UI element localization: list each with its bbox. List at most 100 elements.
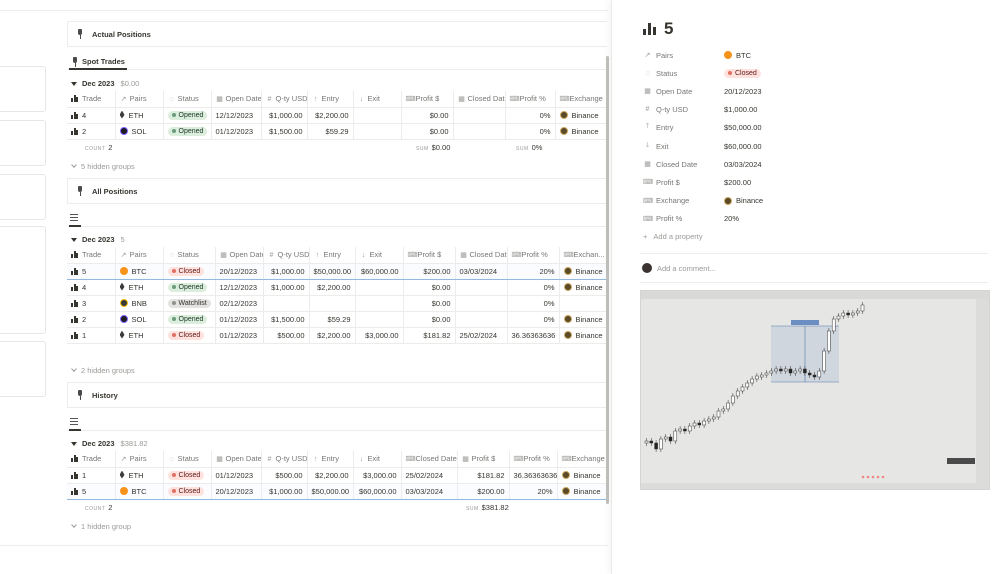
sum-profit-calc[interactable]: SUM $0.00 (416, 143, 451, 152)
cell-entry[interactable]: $50,000.00 (309, 262, 356, 280)
cell-exit[interactable]: $60,000.00 (355, 262, 404, 280)
column-header[interactable]: Trade (67, 247, 116, 264)
property-exit[interactable]: 🡓 Exit $60,000.00 (643, 137, 993, 155)
cell-status[interactable]: Opened (163, 279, 216, 296)
property-value[interactable]: $200.00 (724, 177, 752, 187)
count-calc[interactable]: COUNT 2 (85, 503, 113, 512)
column-header[interactable]: ▦ Closed Date (453, 91, 506, 108)
column-header[interactable]: ◌ Status (163, 91, 212, 108)
cell-pct[interactable]: 0% (507, 295, 560, 312)
cell-exit[interactable] (355, 295, 404, 312)
column-header[interactable]: ▦ Open Date (211, 91, 262, 108)
add-property-button[interactable]: + Add a property (643, 232, 703, 241)
cell-trade[interactable]: 5 (67, 262, 116, 280)
vertical-scrollbar[interactable] (606, 56, 609, 504)
cell-exit[interactable] (355, 279, 404, 296)
cell-profit[interactable]: $200.00 (457, 482, 510, 500)
table-row[interactable]: 2 SOL Opened 01/12/2023 $1,500.00 $59.29 $0.00… (67, 311, 607, 328)
count-calc[interactable]: COUNT 2 (85, 143, 113, 152)
table-row[interactable]: 5 BTC Closed 20/12/2023 $1,000.00 $50,000.00 $… (67, 482, 607, 500)
toggle-triangle-icon[interactable] (71, 81, 77, 86)
property-entry[interactable]: 🡑 Entry $50,000.00 (643, 119, 993, 137)
cell-trade[interactable]: 2 (67, 123, 116, 140)
cell-trade[interactable]: 2 (67, 311, 116, 328)
cell-pair[interactable]: SOL (115, 123, 164, 140)
cell-exit[interactable]: $60,000.00 (353, 482, 402, 500)
cell-status[interactable]: Closed (163, 262, 216, 280)
cell-pair[interactable]: BTC (115, 482, 164, 500)
cell-closed[interactable] (453, 123, 506, 140)
cell-entry[interactable]: $50,000.00 (307, 482, 354, 500)
cell-qty[interactable]: $500.00 (261, 467, 308, 484)
property-value[interactable]: $1,000.00 (724, 105, 758, 115)
tab-spot-trades[interactable]: Spot Trades (69, 54, 127, 70)
cell-exit[interactable] (353, 123, 402, 140)
cell-pct[interactable]: 20% (509, 482, 558, 500)
section-header-actual-positions[interactable]: Actual Positions (67, 21, 607, 47)
property-value[interactable]: Closed (724, 68, 761, 78)
cell-open[interactable]: 12/12/2023 (211, 107, 262, 124)
cell-pair[interactable]: ETH (115, 467, 164, 484)
column-header[interactable]: ▦ Closed Date (455, 247, 508, 264)
cell-closed[interactable] (455, 295, 508, 312)
table-row[interactable]: 5 BTC Closed 20/12/2023 $1,000.00 $50,000.00 $… (67, 262, 607, 280)
cell-exchange[interactable]: Binance (559, 327, 607, 344)
column-header[interactable]: ↗ Pairs (115, 451, 164, 468)
cell-pct[interactable]: 0% (507, 311, 560, 328)
cell-profit[interactable]: $0.00 (401, 123, 454, 140)
cell-profit[interactable]: $200.00 (403, 262, 456, 280)
cell-status[interactable]: Opened (163, 123, 212, 140)
property-value[interactable]: BTC (724, 51, 751, 60)
column-header[interactable]: # Q-ty USD (263, 247, 310, 264)
cell-trade[interactable]: 5 (67, 482, 116, 500)
column-header[interactable]: ⌨Exchan... (559, 247, 607, 264)
cell-exit[interactable]: $3,000.00 (355, 327, 404, 344)
trading-chart-image[interactable] (640, 290, 990, 490)
cell-trade[interactable]: 1 (67, 467, 116, 484)
cell-trade[interactable]: 4 (67, 107, 116, 124)
cell-exchange[interactable]: Binance (559, 262, 607, 280)
column-header[interactable]: ⌨Profit % (509, 451, 558, 468)
property-pairs[interactable]: ↗ Pairs BTC (643, 46, 993, 64)
column-header[interactable]: ↑ Entry (309, 247, 356, 264)
cell-pct[interactable]: 20% (507, 262, 560, 280)
property-open-date[interactable]: ▦ Open Date 20/12/2023 (643, 82, 993, 100)
comment-input[interactable]: Add a comment... (642, 263, 716, 273)
column-header[interactable]: ↓ Exit (353, 451, 402, 468)
sidebar-card[interactable] (0, 66, 46, 112)
cell-qty[interactable]: $1,000.00 (261, 107, 308, 124)
property-value[interactable]: $50,000.00 (724, 123, 762, 133)
cell-profit[interactable]: $0.00 (401, 107, 454, 124)
cell-exchange[interactable]: Binance (555, 123, 607, 140)
group-header[interactable]: Dec 2023 5 (71, 235, 125, 244)
cell-status[interactable]: Watchlist (163, 295, 216, 312)
cell-pct[interactable]: 0% (507, 279, 560, 296)
cell-exit[interactable] (353, 107, 402, 124)
cell-pair[interactable]: ETH (115, 327, 164, 344)
column-header[interactable]: ▦ Profit $ (457, 451, 510, 468)
list-icon[interactable] (70, 214, 78, 221)
column-header[interactable]: ▦ Open Date (215, 247, 264, 264)
column-header[interactable]: ↑ Entry (307, 91, 354, 108)
property-q-ty-usd[interactable]: # Q-ty USD $1,000.00 (643, 101, 993, 119)
cell-qty[interactable]: $1,000.00 (263, 279, 310, 296)
property-profit-[interactable]: ⌨ Profit $ $200.00 (643, 173, 993, 191)
cell-entry[interactable]: $59.29 (307, 123, 354, 140)
cell-closed[interactable]: 25/02/2024 (401, 467, 458, 484)
cell-profit[interactable]: $181.82 (403, 327, 456, 344)
column-header[interactable]: ⌨Profit % (507, 247, 560, 264)
cell-status[interactable]: Closed (163, 482, 212, 500)
cell-status[interactable]: Closed (163, 327, 216, 344)
property-profit-[interactable]: ⌨ Profit % 20% (643, 210, 993, 228)
cell-closed[interactable] (453, 107, 506, 124)
column-header[interactable]: ⌨Closed Date (401, 451, 458, 468)
column-header[interactable]: ⌨Profit % (505, 91, 556, 108)
column-header[interactable]: Trade (67, 91, 116, 108)
cell-open[interactable]: 01/12/2023 (215, 327, 264, 344)
cell-entry[interactable]: $59.29 (309, 311, 356, 328)
group-header[interactable]: Dec 2023 $381.82 (71, 439, 148, 448)
cell-trade[interactable]: 1 (67, 327, 116, 344)
table-row[interactable]: 1 ETH Closed 01/12/2023 $500.00 $2,200.00 $3,0… (67, 327, 607, 344)
cell-open[interactable]: 20/12/2023 (211, 482, 262, 500)
cell-qty[interactable]: $1,000.00 (261, 482, 308, 500)
